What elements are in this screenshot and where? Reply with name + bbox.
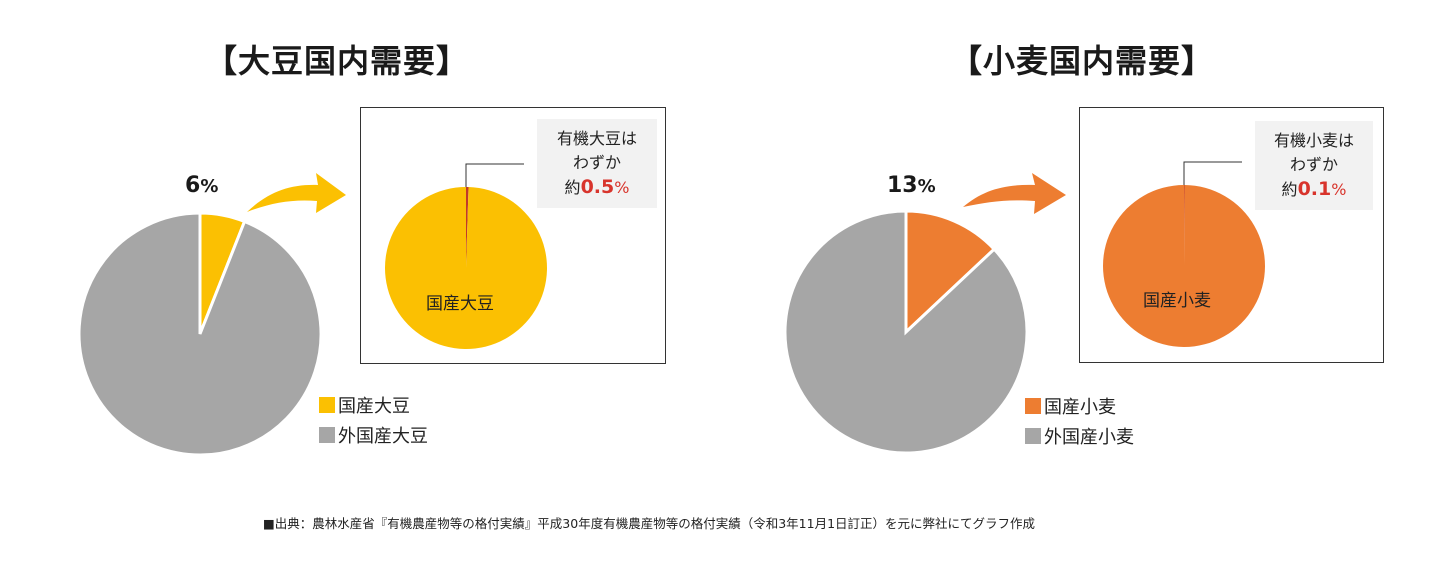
legend-item: 国産大豆 [319,390,428,420]
soy-domestic-pct: 6% [185,173,219,198]
soy-inset-label: 国産大豆 [426,294,494,314]
wheat-main-pie [783,173,1066,455]
source-note: ■出典：農林水産省『有機農産物等の格付実績』平成30年度有機農産物等の格付実績（… [263,516,1036,531]
wheat-inset-pie [1103,161,1266,347]
wheat-arrow [963,173,1066,214]
pie-slice [904,209,997,336]
soy-main-pie [77,173,346,457]
wheat-inset-box: 有機小麦は わずか 約0.1% 国産小麦 [1079,107,1384,363]
wheat-inset-label: 国産小麦 [1143,291,1211,311]
pie-slice [1103,185,1266,347]
wheat-callout: 有機小麦は わずか 約0.1% [1255,121,1373,210]
soy-callout-leader [465,163,524,187]
wheat-domestic-pct: 13% [887,173,936,198]
legend-item: 国産小麦 [1025,391,1134,421]
legend-item: 外国産小麦 [1025,421,1134,451]
legend-swatch [319,427,335,443]
wheat-callout-leader [1183,161,1242,185]
legend-item: 外国産大豆 [319,420,428,450]
legend-swatch [319,397,335,413]
wheat-chart-title: 【小麦国内需要】 [950,42,1215,80]
soy-legend: 国産大豆 外国産大豆 [319,390,428,450]
soy-callout: 有機大豆は わずか 約0.5% [537,119,657,208]
legend-swatch [1025,398,1041,414]
soy-inset-box: 有機大豆は わずか 約0.5% 国産大豆 [360,107,666,364]
pie-slice [466,187,469,268]
soy-chart-title: 【大豆国内需要】 [205,42,470,80]
pie-slice [783,209,1029,455]
wheat-legend: 国産小麦 外国産小麦 [1025,391,1134,451]
pie-slice [77,211,323,457]
pie-slice [384,187,547,349]
legend-swatch [1025,428,1041,444]
soy-panel: 【大豆国内需要】 6% 有機大豆は わずか 約0.5% 国産大豆 国産大豆 外国… [0,0,720,500]
soy-arrow [247,173,346,213]
soy-inset-pie [384,163,547,349]
wheat-panel: 【小麦国内需要】 13% 有機小麦は わずか 約0.1% 国産小麦 国産小麦 外… [705,0,1425,500]
